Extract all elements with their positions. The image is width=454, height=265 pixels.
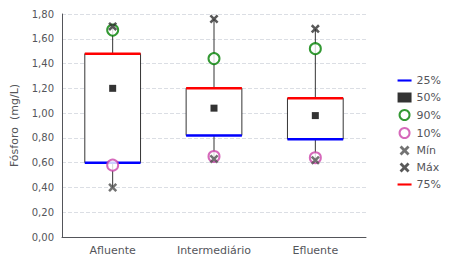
- svg-text:1,40: 1,40: [32, 58, 54, 69]
- svg-text:0,60: 0,60: [32, 157, 54, 168]
- svg-text:Mín: Mín: [417, 144, 437, 157]
- svg-text:0,00: 0,00: [32, 232, 54, 243]
- svg-text:Intermediário: Intermediário: [177, 244, 251, 257]
- svg-text:Efluente: Efluente: [292, 244, 338, 257]
- svg-text:50%: 50%: [417, 91, 441, 104]
- svg-text:0,20: 0,20: [32, 207, 54, 218]
- svg-text:1,80: 1,80: [32, 9, 54, 20]
- svg-text:10%: 10%: [417, 127, 441, 140]
- svg-text:25%: 25%: [417, 74, 441, 87]
- svg-text:1,20: 1,20: [32, 83, 54, 94]
- svg-text:Máx: Máx: [417, 161, 440, 174]
- svg-text:Afluente: Afluente: [90, 244, 136, 257]
- svg-text:1,00: 1,00: [32, 108, 54, 119]
- svg-text:1,60: 1,60: [32, 33, 54, 44]
- svg-text:90%: 90%: [417, 109, 441, 122]
- svg-text:0,80: 0,80: [32, 132, 54, 143]
- svg-text:Fósforo (mg/L): Fósforo (mg/L): [8, 84, 21, 167]
- svg-text:75%: 75%: [417, 178, 441, 191]
- svg-text:0,40: 0,40: [32, 182, 54, 193]
